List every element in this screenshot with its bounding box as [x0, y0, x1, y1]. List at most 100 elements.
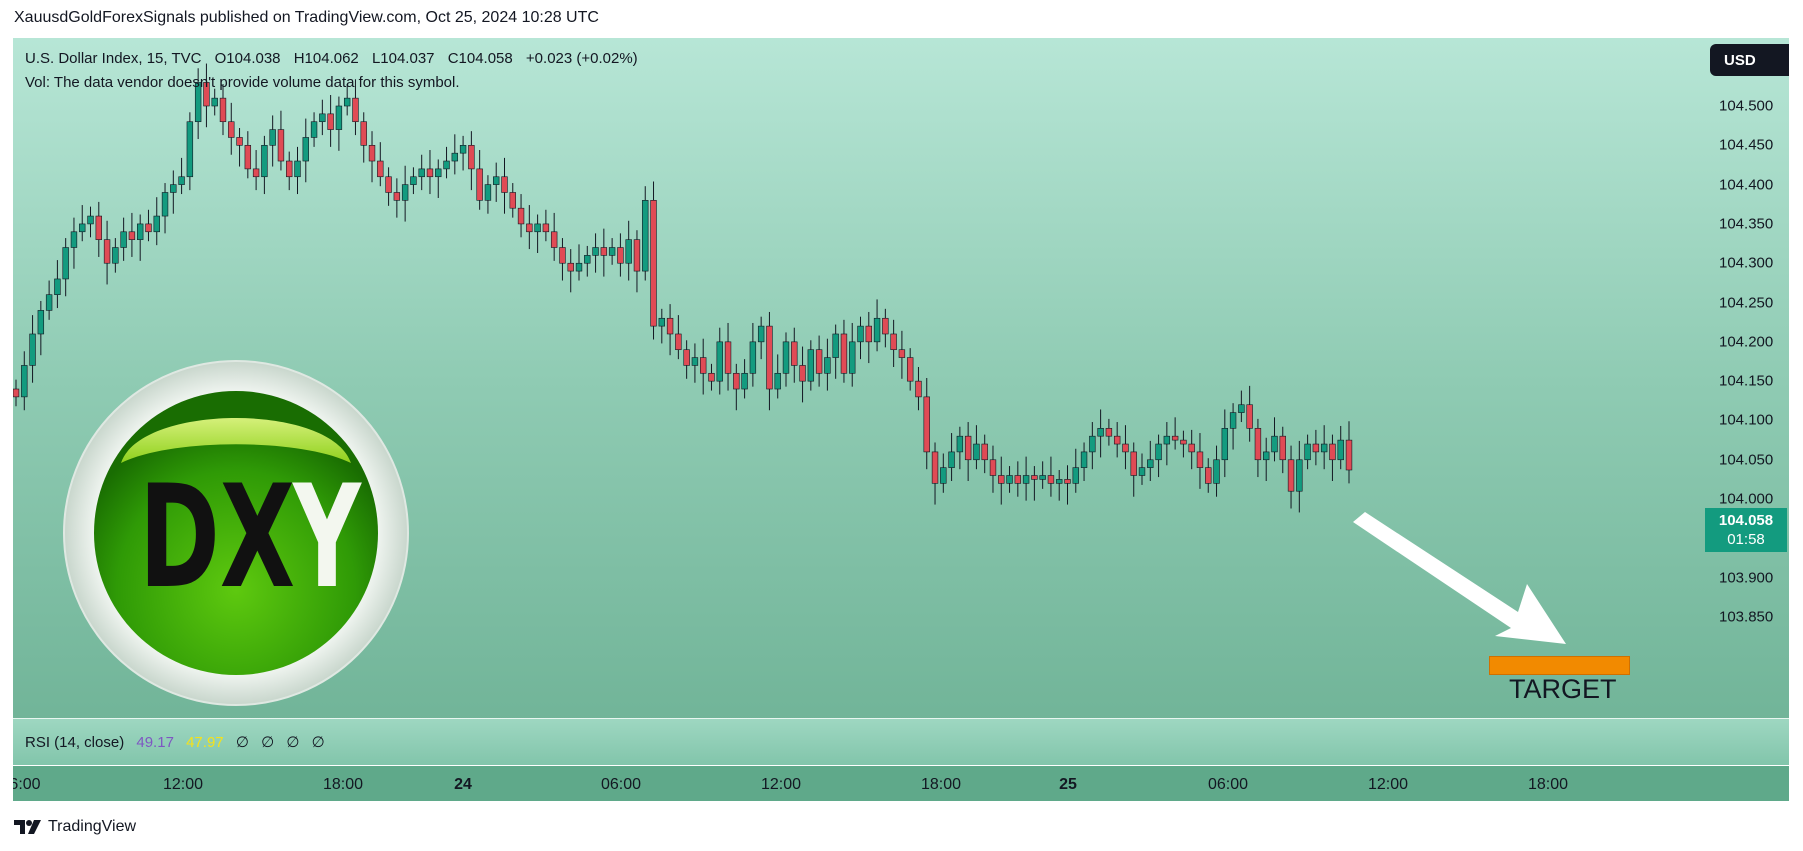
- candle-down: [252, 168, 260, 178]
- candle-up: [1296, 459, 1303, 492]
- candle-down: [1180, 439, 1187, 445]
- candle-down: [13, 388, 20, 398]
- time-label: 06:00: [1207, 776, 1249, 793]
- candle-down: [219, 97, 227, 123]
- price-label: 104.150: [1719, 372, 1774, 390]
- candle-down: [567, 262, 574, 272]
- close-value: C104.058: [447, 50, 513, 67]
- candle-down: [542, 223, 550, 233]
- candle-up: [1039, 475, 1046, 480]
- candle-down: [989, 459, 997, 476]
- candle-up: [79, 223, 86, 233]
- low-value: L104.037: [371, 50, 435, 67]
- candle-up: [335, 105, 343, 130]
- candle-up: [194, 82, 202, 123]
- candle-up: [37, 310, 45, 335]
- candle-down: [1188, 443, 1195, 453]
- candle-down: [1345, 439, 1353, 471]
- candle-down: [385, 176, 392, 193]
- target-zone[interactable]: [1489, 656, 1630, 675]
- candle-up: [757, 325, 765, 343]
- candle-up: [534, 223, 541, 233]
- logo-text-y: Y: [292, 455, 363, 620]
- candle-down: [1105, 428, 1113, 437]
- price-label: 103.850: [1719, 608, 1774, 626]
- currency-button[interactable]: USD: [1710, 44, 1789, 76]
- candle-up: [21, 365, 28, 398]
- time-label: 24: [454, 776, 472, 793]
- time-label: 18:00: [920, 776, 962, 793]
- candle-down: [683, 349, 690, 366]
- time-label: 12:00: [162, 776, 204, 793]
- candle-up: [161, 192, 169, 217]
- candle-up: [153, 215, 160, 233]
- candle-down: [923, 396, 930, 453]
- candle-up: [1337, 439, 1344, 461]
- candle-up: [716, 341, 723, 382]
- candle-up: [1163, 435, 1171, 445]
- bar-countdown: 01:58: [1727, 531, 1765, 548]
- rsi-legend: RSI (14, close) 49.17 47.97 ∅ ∅ ∅ ∅: [25, 733, 333, 751]
- publisher-line: XauusdGoldForexSignals published on Trad…: [14, 9, 599, 26]
- candle-down: [915, 380, 922, 398]
- candle-down: [468, 145, 475, 170]
- candle-down: [1031, 475, 1038, 480]
- candle-up: [261, 145, 268, 178]
- candle-down: [708, 372, 715, 382]
- candle-down: [368, 145, 376, 162]
- rsi-label[interactable]: RSI (14, close): [25, 734, 125, 751]
- candle-down: [1287, 459, 1295, 492]
- candle-up: [1138, 467, 1146, 476]
- rsi-ma-value: 47.97: [186, 734, 224, 751]
- candle-up: [608, 247, 616, 256]
- candle-up: [1213, 459, 1220, 484]
- candle-up: [873, 317, 881, 343]
- candle-up: [1304, 443, 1311, 461]
- candle-down: [1205, 467, 1212, 484]
- symbol-name[interactable]: U.S. Dollar Index, 15, TVC: [25, 50, 202, 67]
- footer-brand[interactable]: TradingView: [14, 818, 136, 836]
- candle-down: [360, 121, 367, 146]
- candle-down: [882, 317, 889, 335]
- candle-down: [277, 129, 285, 162]
- candle-up: [310, 121, 318, 138]
- candle-up: [857, 325, 864, 343]
- candle-down: [675, 333, 682, 351]
- candle-up: [625, 239, 632, 264]
- candle-down: [517, 207, 525, 225]
- candle-down: [1171, 435, 1179, 441]
- time-axis[interactable]: 6:00 12:00 18:00 24 06:00 12:00 18:00 25…: [13, 765, 1789, 801]
- candle-up: [170, 184, 177, 193]
- candle-up: [575, 262, 583, 272]
- candle-down: [931, 451, 939, 484]
- price-label: 104.400: [1719, 176, 1774, 194]
- candle-down: [1329, 443, 1336, 461]
- time-label: 06:00: [600, 776, 642, 793]
- candle-down: [550, 231, 558, 248]
- price-label: 104.500: [1719, 97, 1774, 115]
- volume-note: Vol: The data vendor doesn't provide vol…: [25, 74, 460, 91]
- candle-up: [136, 223, 144, 240]
- candle-down: [244, 145, 252, 170]
- candle-up: [211, 97, 218, 107]
- candle-up: [741, 372, 748, 390]
- rsi-pane[interactable]: RSI (14, close) 49.17 47.97 ∅ ∅ ∅ ∅: [13, 718, 1789, 765]
- rsi-empty-3: ∅: [286, 734, 300, 751]
- candle-up: [87, 215, 94, 225]
- candle-up: [178, 176, 185, 185]
- candle-up: [642, 200, 649, 272]
- candle-down: [501, 176, 508, 193]
- last-price-value: 104.058: [1718, 512, 1774, 529]
- candle-up: [1221, 428, 1229, 461]
- candle-up: [849, 341, 856, 374]
- rsi-empty-4: ∅: [311, 734, 325, 751]
- candle-down: [1279, 435, 1286, 461]
- candles-layer: [13, 63, 1353, 513]
- candle-down: [650, 200, 657, 327]
- chart-area[interactable]: U.S. Dollar Index, 15, TVC O104.038 H104…: [13, 38, 1789, 801]
- tradingview-logo-icon: [14, 820, 41, 834]
- candle-down: [103, 239, 111, 264]
- candle-up: [592, 247, 599, 256]
- candle-down: [559, 247, 566, 264]
- candle-up: [956, 435, 964, 453]
